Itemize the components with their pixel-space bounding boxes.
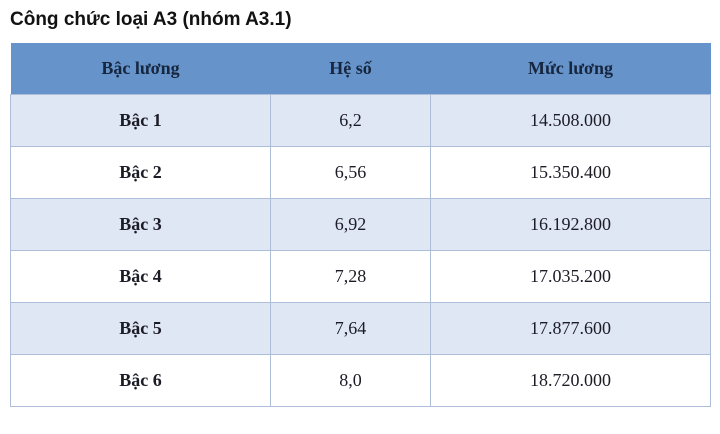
salary-cell: 17.877.600 (430, 302, 711, 356)
coefficient-cell: 7,28 (270, 250, 431, 304)
level-cell: Bậc 6 (10, 354, 271, 408)
salary-cell: 17.035.200 (430, 250, 711, 304)
salary-cell: 16.192.800 (430, 198, 711, 252)
table-row: Bậc 5 7,64 17.877.600 (10, 302, 711, 356)
table-row: Bậc 3 6,92 16.192.800 (10, 198, 711, 252)
level-cell: Bậc 1 (10, 94, 271, 148)
table-row: Bậc 6 8,0 18.720.000 (10, 354, 711, 408)
coefficient-cell: 7,64 (270, 302, 431, 356)
level-cell: Bậc 3 (10, 198, 271, 252)
table-row: Bậc 1 6,2 14.508.000 (10, 94, 711, 148)
coefficient-cell: 6,2 (270, 94, 431, 148)
coefficient-cell: 8,0 (270, 354, 431, 408)
column-header-level: Bậc lương (10, 42, 271, 95)
table-body: Bậc 1 6,2 14.508.000 Bậc 2 6,56 15.350.400 Bậc… (10, 94, 711, 408)
table-header-row: Bậc lương Hệ số Mức lương (10, 42, 711, 95)
level-cell: Bậc 2 (10, 146, 271, 200)
salary-cell: 18.720.000 (430, 354, 711, 408)
level-cell: Bậc 5 (10, 302, 271, 356)
table-row: Bậc 4 7,28 17.035.200 (10, 250, 711, 304)
table-row: Bậc 2 6,56 15.350.400 (10, 146, 711, 200)
salary-cell: 14.508.000 (430, 94, 711, 148)
column-header-salary: Mức lương (430, 42, 711, 95)
level-cell: Bậc 4 (10, 250, 271, 304)
coefficient-cell: 6,56 (270, 146, 431, 200)
salary-cell: 15.350.400 (430, 146, 711, 200)
coefficient-cell: 6,92 (270, 198, 431, 252)
salary-table: Bậc lương Hệ số Mức lương Bậc 1 6,2 14.508… (10, 42, 711, 408)
table-header: Bậc lương Hệ số Mức lương (10, 42, 711, 95)
page-title: Công chức loại A3 (nhóm A3.1) (10, 9, 292, 30)
column-header-coefficient: Hệ số (270, 42, 431, 95)
